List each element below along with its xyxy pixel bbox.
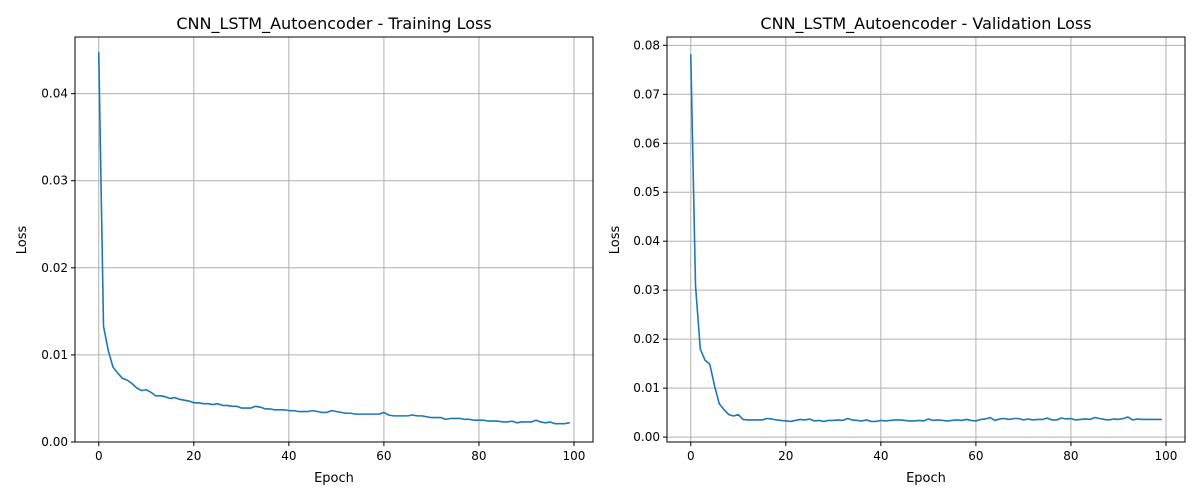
validation-loss-line <box>689 53 1163 423</box>
axes-frame <box>666 36 1186 443</box>
y-tick-label: 0.00 <box>41 435 68 449</box>
x-axis-label: Epoch <box>314 471 354 486</box>
y-tick-label: 0.02 <box>633 332 660 346</box>
y-tick-label: 0.02 <box>41 261 68 275</box>
x-tick-label: 0 <box>95 449 103 463</box>
y-tick-label: 0.04 <box>633 234 660 248</box>
gridlines <box>75 37 593 443</box>
x-tick-label: 60 <box>968 449 983 463</box>
x-tick-label: 100 <box>563 449 586 463</box>
validation-loss-chart: 0 20 40 60 80 100 0.00 0.01 0.02 0.03 0.04 0.05 0.06… <box>608 14 1186 486</box>
x-tick-label: 100 <box>1155 449 1178 463</box>
y-tick-label: 0.05 <box>633 185 660 199</box>
plot-area <box>667 37 1185 442</box>
x-tick-label: 20 <box>778 449 793 463</box>
chart-title: CNN_LSTM_Autoencoder - Training Loss <box>176 14 491 34</box>
y-tick-label: 0.00 <box>633 430 660 444</box>
y-tick-label: 0.04 <box>41 87 68 101</box>
axes-frame <box>74 36 594 443</box>
x-tick-label: 80 <box>1063 449 1078 463</box>
x-tick-label: 60 <box>376 449 391 463</box>
x-tick-label: 0 <box>687 449 695 463</box>
x-tick-label: 80 <box>471 449 486 463</box>
y-tick-label: 0.03 <box>633 283 660 297</box>
axis-ticks: 0 20 40 60 80 100 0.00 0.01 0.02 0.03 0.04 <box>41 87 585 463</box>
x-axis-label: Epoch <box>906 471 946 486</box>
y-tick-label: 0.06 <box>633 136 660 150</box>
training-loss-chart: 0 20 40 60 80 100 0.00 0.01 0.02 0.03 0.04 CNN_LST… <box>15 14 594 486</box>
y-tick-label: 0.07 <box>633 87 660 101</box>
y-tick-label: 0.03 <box>41 174 68 188</box>
chart-title: CNN_LSTM_Autoencoder - Validation Loss <box>760 14 1091 34</box>
y-axis-label: Loss <box>15 226 30 255</box>
training-loss-line <box>97 51 571 425</box>
y-tick-label: 0.01 <box>633 381 660 395</box>
plot-area <box>75 37 593 442</box>
y-axis-label: Loss <box>608 226 623 255</box>
gridlines <box>667 37 1185 442</box>
x-tick-label: 40 <box>873 449 888 463</box>
x-tick-label: 20 <box>186 449 201 463</box>
x-tick-label: 40 <box>281 449 296 463</box>
y-tick-label: 0.01 <box>41 348 68 362</box>
axis-ticks: 0 20 40 60 80 100 0.00 0.01 0.02 0.03 0.04 0.05 0.06… <box>633 38 1177 463</box>
y-tick-label: 0.08 <box>633 38 660 52</box>
